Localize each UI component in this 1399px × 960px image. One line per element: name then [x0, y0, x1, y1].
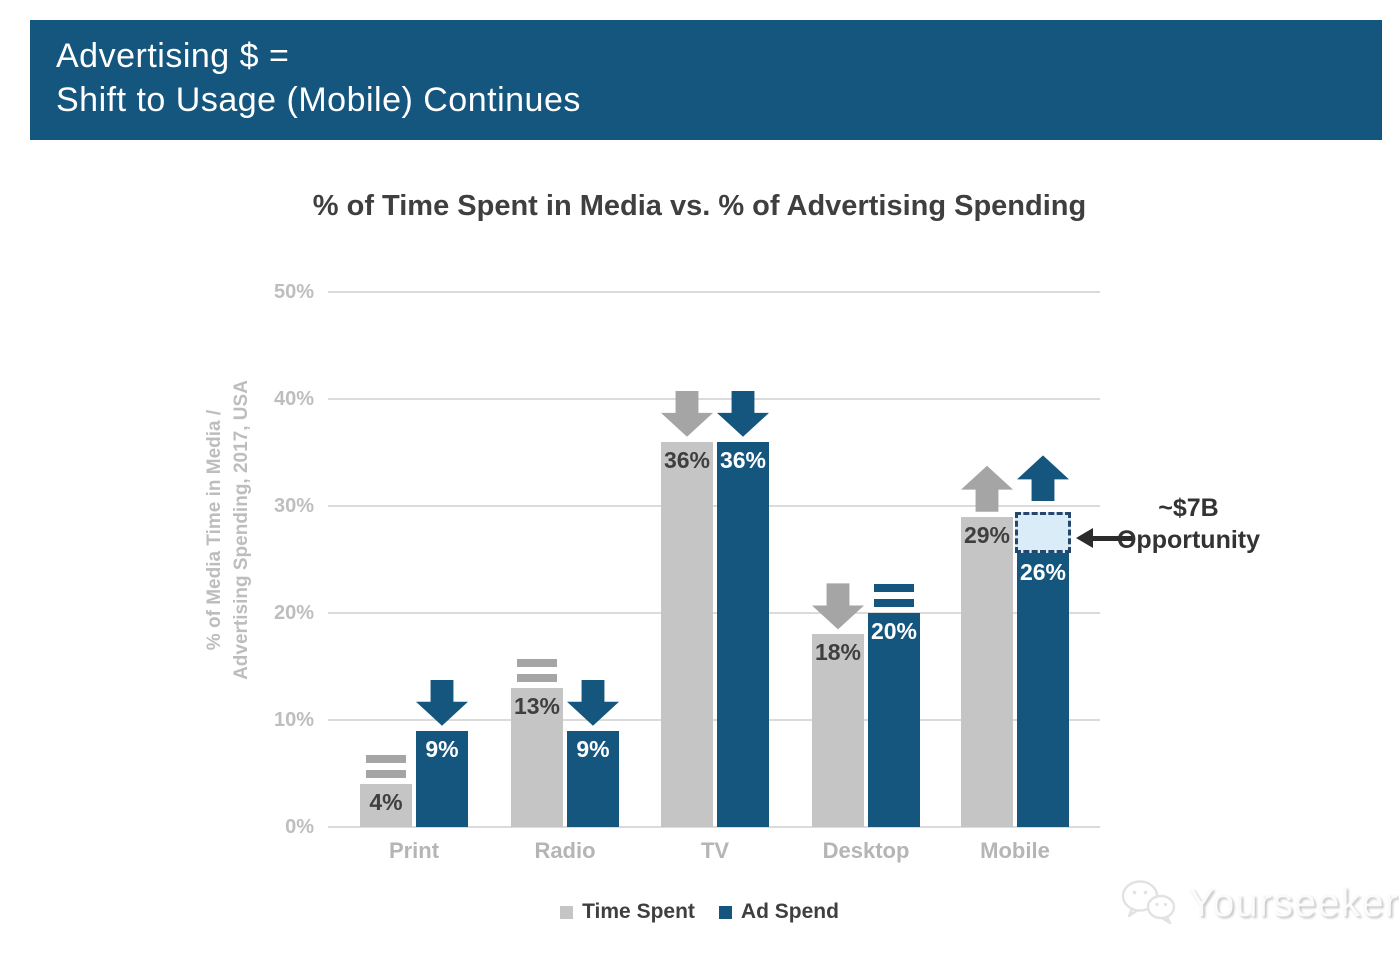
bar-time-spent-mobile — [961, 516, 1013, 827]
header-title-line2: Shift to Usage (Mobile) Continues — [56, 81, 581, 119]
bar-label-time-spent-desktop: 18% — [814, 639, 862, 666]
legend-label-time-spent: Time Spent — [582, 900, 695, 923]
trend-flat-icon-time-spent-radio — [517, 658, 557, 682]
bar-label-ad-spend-print: 9% — [425, 735, 459, 762]
header-banner: Advertising $ = Shift to Usage (Mobile) … — [30, 20, 1382, 140]
watermark: Yourseeker — [1118, 876, 1399, 930]
bar-label-ad-spend-tv: 36% — [719, 446, 767, 473]
wechat-logo-icon — [1121, 880, 1176, 925]
chart-title: % of Time Spent in Media vs. % of Advert… — [312, 190, 1087, 222]
bar-ad-spend-print — [416, 730, 468, 827]
opportunity-arrowhead-icon — [1076, 528, 1093, 548]
bar-label-time-spent-tv: 36% — [663, 446, 711, 473]
opportunity-box — [1015, 512, 1071, 553]
opportunity-arrow — [1092, 536, 1132, 541]
watermark-text: Yourseeker — [1188, 880, 1399, 925]
bar-ad-spend-tv — [717, 441, 769, 827]
gridline-30 — [328, 505, 1100, 507]
bar-label-time-spent-mobile: 29% — [963, 521, 1011, 548]
bar-ad-spend-desktop — [868, 613, 920, 827]
gridline-10 — [328, 719, 1100, 721]
trend-down-icon-time-spent-desktop — [812, 583, 864, 630]
bar-time-spent-print — [360, 784, 412, 827]
gridline-40 — [328, 398, 1100, 400]
bar-label-time-spent-print: 4% — [369, 789, 403, 816]
y-axis-title-line1: % of Media Time in Media / — [204, 409, 225, 651]
trend-flat-icon-time-spent-print — [366, 755, 406, 779]
opportunity-value: ~$7B — [1158, 494, 1219, 522]
gridline-20 — [328, 612, 1100, 614]
legend-swatch-ad-spend — [718, 905, 732, 919]
category-label-radio: Radio — [534, 838, 596, 863]
y-tick-20: 20% — [273, 602, 314, 624]
header-title-line1: Advertising $ = — [56, 37, 290, 75]
bar-ad-spend-radio — [567, 730, 619, 827]
bar-label-ad-spend-mobile: 26% — [1019, 558, 1067, 585]
y-tick-40: 40% — [273, 388, 314, 410]
y-tick-0: 0% — [285, 816, 314, 838]
legend-swatch-time-spent — [560, 905, 574, 919]
trend-flat-icon-ad-spend-desktop — [874, 584, 914, 607]
y-axis-title-line2: Advertising Spending, 2017, USA — [231, 380, 252, 680]
y-tick-30: 30% — [273, 495, 314, 517]
legend-item-ad-spend: Ad Spend — [718, 900, 839, 924]
category-label-desktop: Desktop — [822, 838, 910, 863]
y-tick-50: 50% — [273, 281, 314, 303]
bar-label-time-spent-radio: 13% — [513, 692, 561, 719]
category-label-mobile: Mobile — [980, 838, 1050, 863]
opportunity-label: Opportunity — [1116, 526, 1261, 554]
y-tick-10: 10% — [273, 709, 314, 731]
chart-legend: Time Spent Ad Spend — [0, 900, 1399, 924]
gridline-50 — [328, 291, 1100, 293]
bar-ad-spend-mobile — [1017, 548, 1069, 827]
bar-time-spent-tv — [661, 441, 713, 827]
bar-label-ad-spend-radio: 9% — [576, 735, 610, 762]
legend-label-ad-spend: Ad Spend — [740, 900, 839, 923]
opportunity-annotation: ~$7B Opportunity — [1106, 492, 1271, 556]
bar-label-ad-spend-desktop: 20% — [870, 618, 918, 644]
legend-item-time-spent: Time Spent — [560, 900, 695, 924]
bar-time-spent-radio — [511, 687, 563, 827]
category-label-print: Print — [388, 838, 440, 863]
gridline-0 — [328, 826, 1100, 828]
bar-time-spent-desktop — [812, 634, 864, 827]
category-label-tv: TV — [700, 838, 730, 863]
trend-up-icon-ad-spend-mobile — [1017, 455, 1069, 502]
